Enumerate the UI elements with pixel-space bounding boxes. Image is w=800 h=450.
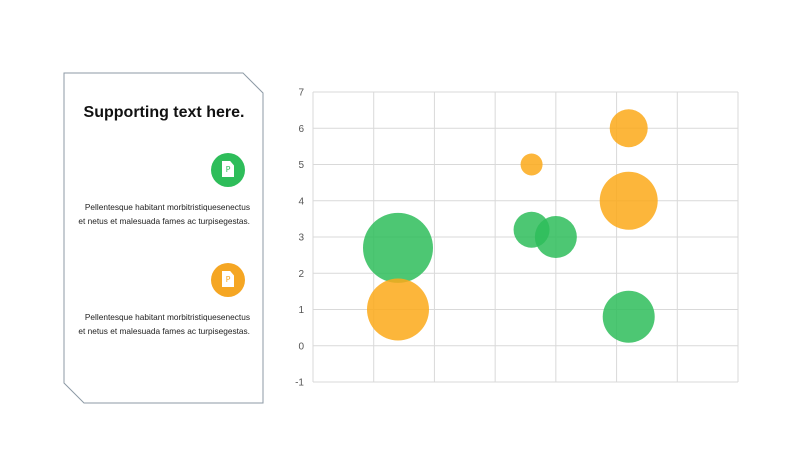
- bubble: [602, 290, 655, 343]
- bubble: [534, 216, 577, 258]
- bubble: [609, 109, 648, 148]
- card-item-text: Pellentesque habitant morbitristiquesene…: [70, 310, 250, 338]
- bubble: [367, 278, 429, 341]
- bubble: [363, 212, 433, 283]
- card-item-text-line: et netus et malesuada fames ac turpisege…: [78, 326, 250, 336]
- y-tick-label: 6: [298, 124, 304, 135]
- card-item-text: Pellentesque habitant morbitristiquesene…: [70, 200, 250, 228]
- document-icon-glyph: P: [225, 165, 231, 174]
- document-icon-glyph: P: [225, 275, 231, 284]
- card-title: Supporting text here.: [83, 104, 245, 121]
- y-tick-label: 2: [298, 269, 304, 280]
- y-tick-label: 4: [298, 196, 304, 207]
- card-border: [63, 72, 264, 404]
- y-tick-label: 7: [298, 88, 304, 99]
- y-tick-label: 0: [298, 341, 304, 352]
- bubble: [599, 171, 658, 230]
- y-tick-label: -1: [295, 378, 304, 389]
- card-item-text-line: Pellentesque habitant morbitristiquesene…: [84, 312, 250, 322]
- y-tick-label: 5: [298, 160, 304, 171]
- card-item-text-line: Pellentesque habitant morbitristiquesene…: [84, 202, 250, 212]
- card-item-text-line: et netus et malesuada fames ac turpisege…: [78, 216, 250, 226]
- y-tick-label: 1: [298, 305, 304, 316]
- document-icon: P: [211, 153, 245, 187]
- bubble: [520, 153, 543, 176]
- document-icon: P: [211, 263, 245, 297]
- y-tick-label: 3: [298, 233, 304, 244]
